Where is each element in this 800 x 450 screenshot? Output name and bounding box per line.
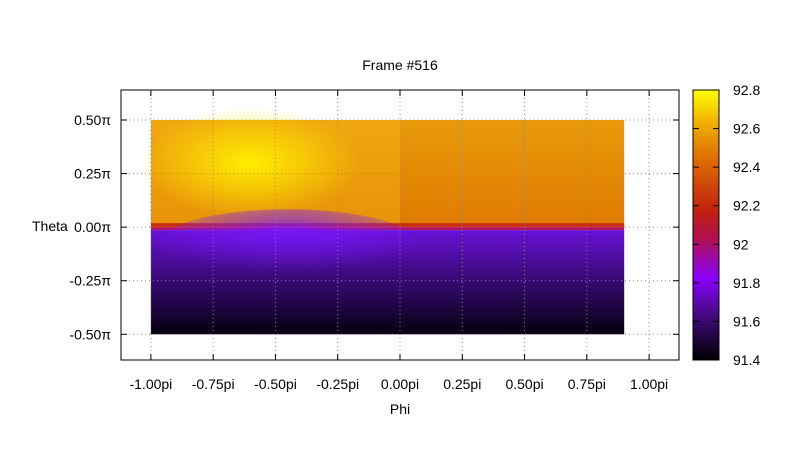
x-tick-label: -0.25pi bbox=[316, 376, 359, 392]
heatmap-surface bbox=[140, 107, 625, 335]
y-axis-label: Theta bbox=[32, 218, 68, 234]
grid-lines bbox=[121, 90, 679, 360]
x-tick-label: 1.00pi bbox=[630, 376, 668, 392]
colorbar-tick-label: 92.6 bbox=[733, 121, 760, 137]
y-tick-label: 0.25π bbox=[74, 166, 111, 182]
x-tick-label: 0.75pi bbox=[568, 376, 606, 392]
colorbar-tick-label: 92.2 bbox=[733, 198, 760, 214]
x-tick-label: 0.50pi bbox=[505, 376, 543, 392]
lower-bright-region bbox=[157, 209, 418, 280]
colorbar-ticks: 91.4 91.6 91.8 92 92.2 92.4 92.6 92.8 bbox=[693, 82, 760, 368]
x-tick-label: -0.50pi bbox=[254, 376, 297, 392]
y-tick-label: 0.00π bbox=[74, 219, 111, 235]
chart-title: Frame #516 bbox=[362, 57, 438, 73]
colorbar-tick-label: 92.4 bbox=[733, 159, 760, 175]
x-tick-label: 0.25pi bbox=[443, 376, 481, 392]
colorbar-tick-label: 91.8 bbox=[733, 275, 760, 291]
y-tick-label: -0.50π bbox=[69, 326, 111, 342]
y-tick-label: -0.25π bbox=[69, 273, 111, 289]
x-tick-label: -1.00pi bbox=[129, 376, 172, 392]
colorbar-scale bbox=[692, 89, 720, 361]
hotspot-region bbox=[140, 107, 361, 218]
y-tick-label: 0.50π bbox=[74, 112, 111, 128]
colorbar-tick-label: 92 bbox=[733, 236, 749, 252]
y-axis-ticks: 0.50π 0.25π 0.00π -0.25π -0.50π bbox=[69, 112, 679, 342]
colorbar bbox=[692, 89, 720, 361]
colorbar-tick-label: 91.4 bbox=[733, 352, 760, 368]
x-axis-ticks: -1.00pi -0.75pi -0.50pi -0.25pi 0.00pi 0.25pi… bbox=[129, 90, 668, 392]
colorbar-tick-label: 91.6 bbox=[733, 313, 760, 329]
x-tick-label: 0.00pi bbox=[381, 376, 419, 392]
x-tick-label: -0.75pi bbox=[192, 376, 235, 392]
colorbar-tick-label: 92.8 bbox=[733, 82, 760, 98]
x-axis-label: Phi bbox=[390, 401, 410, 417]
